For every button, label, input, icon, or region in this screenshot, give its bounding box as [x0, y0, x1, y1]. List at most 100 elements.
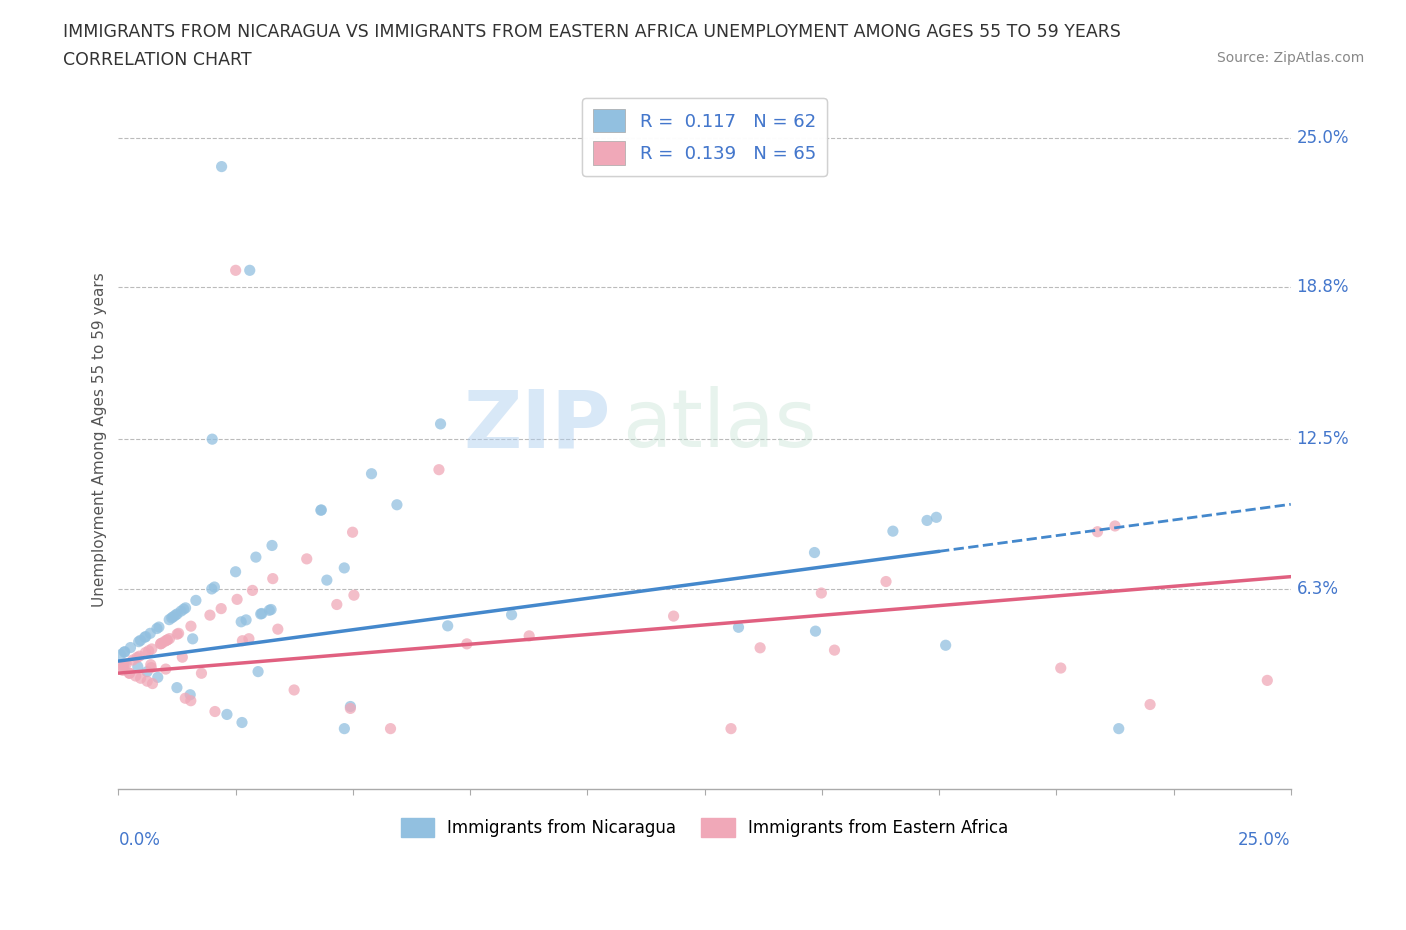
Point [295, 551, 318, 566]
Point [875, 574, 897, 589]
Point [360, 466, 382, 481]
Point [129, 671, 152, 685]
Point [179, 687, 201, 702]
Point [110, 647, 132, 662]
Point [157, 612, 180, 627]
Point [283, 683, 305, 698]
Point [380, 721, 402, 736]
Point [172, 650, 194, 665]
Point [166, 627, 188, 642]
Point [662, 608, 685, 623]
Point [146, 621, 169, 636]
Point [436, 618, 458, 633]
Point [1087, 525, 1109, 539]
Point [139, 626, 162, 641]
Point [249, 606, 271, 621]
Point [202, 579, 225, 594]
Point [120, 640, 142, 655]
Point [125, 650, 148, 665]
Point [209, 601, 232, 616]
Point [166, 680, 188, 695]
Point [342, 525, 364, 539]
Point [146, 670, 169, 684]
Point [238, 631, 260, 646]
Point [385, 498, 408, 512]
Point [315, 573, 337, 588]
Point [211, 159, 233, 174]
Point [136, 664, 159, 679]
Text: 25.0%: 25.0% [1296, 128, 1350, 147]
Point [239, 263, 262, 278]
Point [804, 624, 827, 639]
Point [260, 602, 283, 617]
Point [225, 565, 247, 579]
Point [231, 633, 253, 648]
Point [150, 635, 173, 650]
Point [134, 630, 156, 644]
Point [128, 634, 150, 649]
Point [343, 588, 366, 603]
Y-axis label: Unemployment Among Ages 55 to 59 years: Unemployment Among Ages 55 to 59 years [93, 272, 107, 606]
Point [720, 721, 742, 736]
Point [456, 636, 478, 651]
Point [267, 622, 290, 637]
Point [160, 610, 183, 625]
Point [231, 615, 253, 630]
Point [148, 619, 170, 634]
Point [141, 676, 163, 691]
Point [165, 607, 187, 622]
Point [1139, 698, 1161, 712]
Point [333, 721, 356, 736]
Legend: R =  0.117   N = 62, R =  0.139   N = 65: R = 0.117 N = 62, R = 0.139 N = 65 [582, 99, 827, 176]
Point [118, 666, 141, 681]
Point [201, 432, 224, 446]
Point [517, 629, 540, 644]
Point [180, 693, 202, 708]
Text: ZIP: ZIP [464, 386, 610, 464]
Point [333, 561, 356, 576]
Point [190, 666, 212, 681]
Point [204, 704, 226, 719]
Text: atlas: atlas [623, 386, 817, 464]
Point [111, 658, 134, 673]
Point [173, 602, 195, 617]
Point [153, 634, 176, 649]
Point [339, 701, 361, 716]
Point [149, 636, 172, 651]
Point [824, 643, 846, 658]
Point [162, 609, 184, 624]
Point [326, 597, 349, 612]
Point [155, 661, 177, 676]
Point [156, 632, 179, 647]
Point [115, 657, 138, 671]
Point [235, 613, 257, 628]
Point [174, 691, 197, 706]
Point [250, 606, 273, 621]
Point [915, 513, 938, 528]
Point [803, 545, 825, 560]
Point [311, 502, 333, 517]
Point [810, 586, 832, 601]
Point [225, 263, 247, 278]
Text: 12.5%: 12.5% [1296, 431, 1350, 448]
Point [727, 620, 749, 635]
Point [1104, 519, 1126, 534]
Point [118, 666, 141, 681]
Point [925, 510, 948, 525]
Point [111, 663, 134, 678]
Point [882, 524, 904, 538]
Point [427, 462, 450, 477]
Point [141, 660, 163, 675]
Point [112, 658, 135, 672]
Point [124, 669, 146, 684]
Point [112, 644, 135, 659]
Point [181, 631, 204, 646]
Point [231, 715, 253, 730]
Point [159, 631, 181, 646]
Point [134, 645, 156, 660]
Point [121, 653, 143, 668]
Point [260, 538, 283, 553]
Point [174, 601, 197, 616]
Point [184, 593, 207, 608]
Point [749, 641, 772, 656]
